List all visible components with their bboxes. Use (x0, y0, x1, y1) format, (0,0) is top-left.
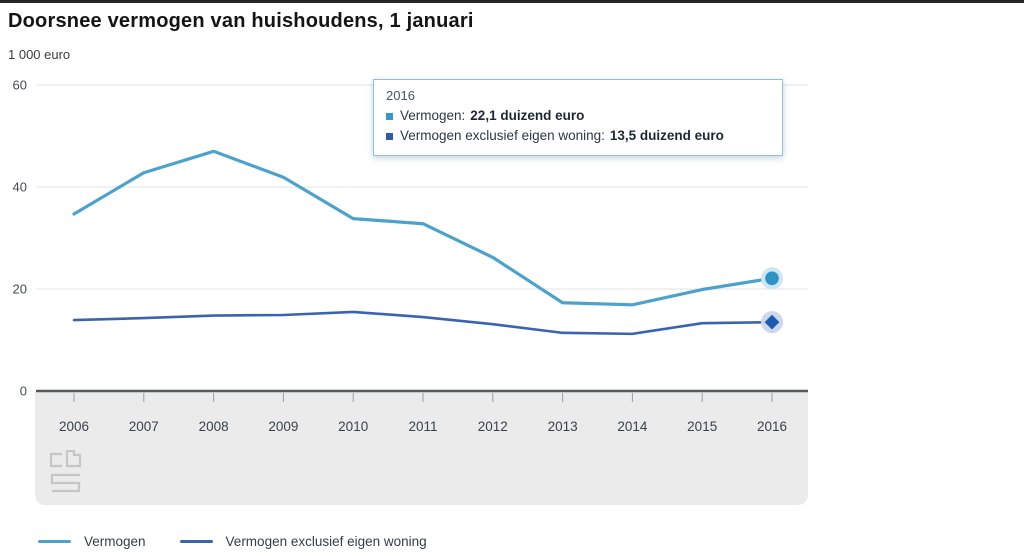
cbs-logo-icon (49, 450, 82, 493)
tooltip-value: 13,5 duizend euro (609, 128, 724, 143)
legend-item-0[interactable]: Vermogen (38, 534, 146, 549)
x-tick-label: 2010 (338, 419, 368, 434)
series-line-1 (72, 310, 774, 336)
x-tick-label: 2013 (548, 419, 578, 434)
legend-line-swatch-icon (38, 540, 71, 543)
legend-line-swatch-icon (179, 540, 213, 543)
x-tick-label: 2015 (687, 419, 717, 434)
series-bullet-icon (386, 112, 393, 120)
y-tick-label: 20 (13, 282, 27, 297)
chart-legend: Vermogen Vermogen exclusief eigen woning (38, 534, 427, 549)
page-title: Doorsnee vermogen van huishoudens, 1 jan… (8, 10, 474, 32)
tooltip-label: Vermogen exclusief eigen woning: (400, 128, 605, 143)
x-tick-label: 2007 (129, 419, 159, 434)
x-tick-label: 2011 (408, 419, 437, 434)
tooltip-row: Vermogen: 22,1 duizend euro (386, 106, 770, 126)
x-tick-label: 2006 (59, 419, 89, 434)
x-tick-label: 2008 (199, 419, 229, 434)
legend-label: Vermogen exclusief eigen woning (225, 534, 427, 549)
data-point-marker-circle[interactable] (765, 271, 779, 286)
y-tick-label: 60 (13, 78, 27, 93)
x-tick-label: 2012 (478, 419, 508, 434)
x-tick-label: 2016 (757, 419, 787, 434)
x-tick-label: 2014 (617, 419, 648, 434)
tooltip-label: Vermogen: (400, 108, 466, 123)
x-tick-label: 2009 (268, 419, 298, 434)
legend-item-1[interactable]: Vermogen exclusief eigen woning (179, 534, 427, 549)
legend-label: Vermogen (84, 534, 146, 549)
y-axis-unit-label: 1 000 euro (8, 47, 71, 62)
tooltip-row: Vermogen exclusief eigen woning: 13,5 du… (386, 126, 770, 146)
y-tick-label: 0 (20, 384, 27, 399)
series-bullet-icon (386, 132, 393, 140)
tooltip-value: 22,1 duizend euro (470, 108, 585, 123)
series-line-0 (72, 149, 774, 307)
y-tick-label: 40 (13, 180, 27, 195)
top-border (0, 0, 1024, 3)
tooltip-year: 2016 (386, 88, 415, 103)
x-axis-band (35, 392, 808, 505)
chart-tooltip: 2016 Vermogen: 22,1 duizend euro Vermoge… (373, 79, 783, 156)
